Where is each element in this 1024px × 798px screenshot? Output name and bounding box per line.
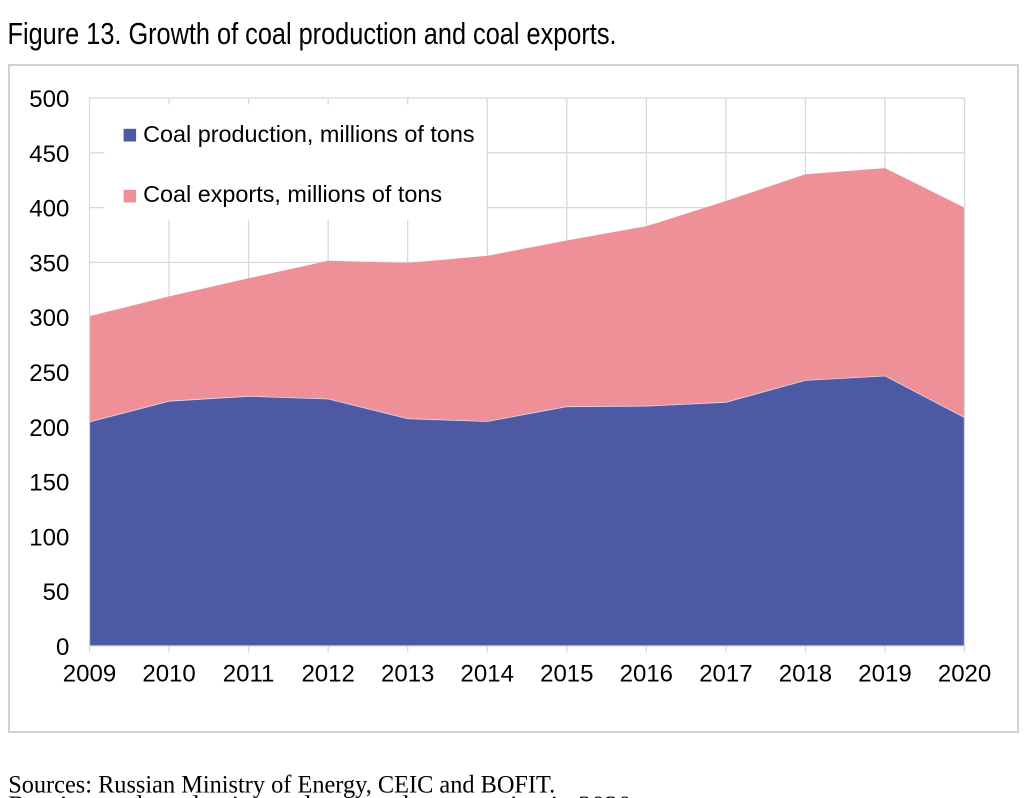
svg-text:2017: 2017	[699, 661, 752, 688]
svg-text:0: 0	[56, 634, 69, 661]
svg-text:2012: 2012	[301, 661, 354, 688]
svg-text:2019: 2019	[858, 661, 911, 688]
svg-text:Coal production, millions of t: Coal production, millions of tons	[143, 121, 475, 147]
svg-text:Figure 13. Growth of coal prod: Figure 13. Growth of coal production and…	[8, 16, 617, 51]
svg-text:2016: 2016	[620, 661, 673, 688]
svg-text:2009: 2009	[63, 661, 116, 688]
svg-text:300: 300	[29, 305, 69, 332]
svg-text:100: 100	[29, 524, 69, 551]
svg-text:500: 500	[29, 86, 69, 113]
svg-text:400: 400	[29, 196, 69, 223]
svg-text:450: 450	[29, 141, 69, 168]
svg-text:2014: 2014	[461, 661, 514, 688]
svg-text:2011: 2011	[223, 661, 275, 688]
svg-text:Sources: Russian Ministry of E: Sources: Russian Ministry of Energy, CEI…	[8, 771, 555, 798]
svg-text:250: 250	[29, 360, 69, 387]
svg-text:150: 150	[29, 470, 69, 497]
svg-text:2013: 2013	[381, 661, 434, 688]
svg-text:50: 50	[43, 579, 70, 606]
svg-text:2015: 2015	[540, 661, 593, 688]
svg-text:2010: 2010	[142, 661, 195, 688]
svg-text:350: 350	[29, 250, 69, 277]
svg-text:Coal exports, millions of tons: Coal exports, millions of tons	[143, 181, 442, 207]
svg-text:2020: 2020	[938, 661, 991, 688]
svg-text:Russian coal production and ex: Russian coal production and exports kept…	[8, 792, 638, 798]
svg-text:2018: 2018	[779, 661, 832, 688]
svg-text:200: 200	[29, 415, 69, 442]
